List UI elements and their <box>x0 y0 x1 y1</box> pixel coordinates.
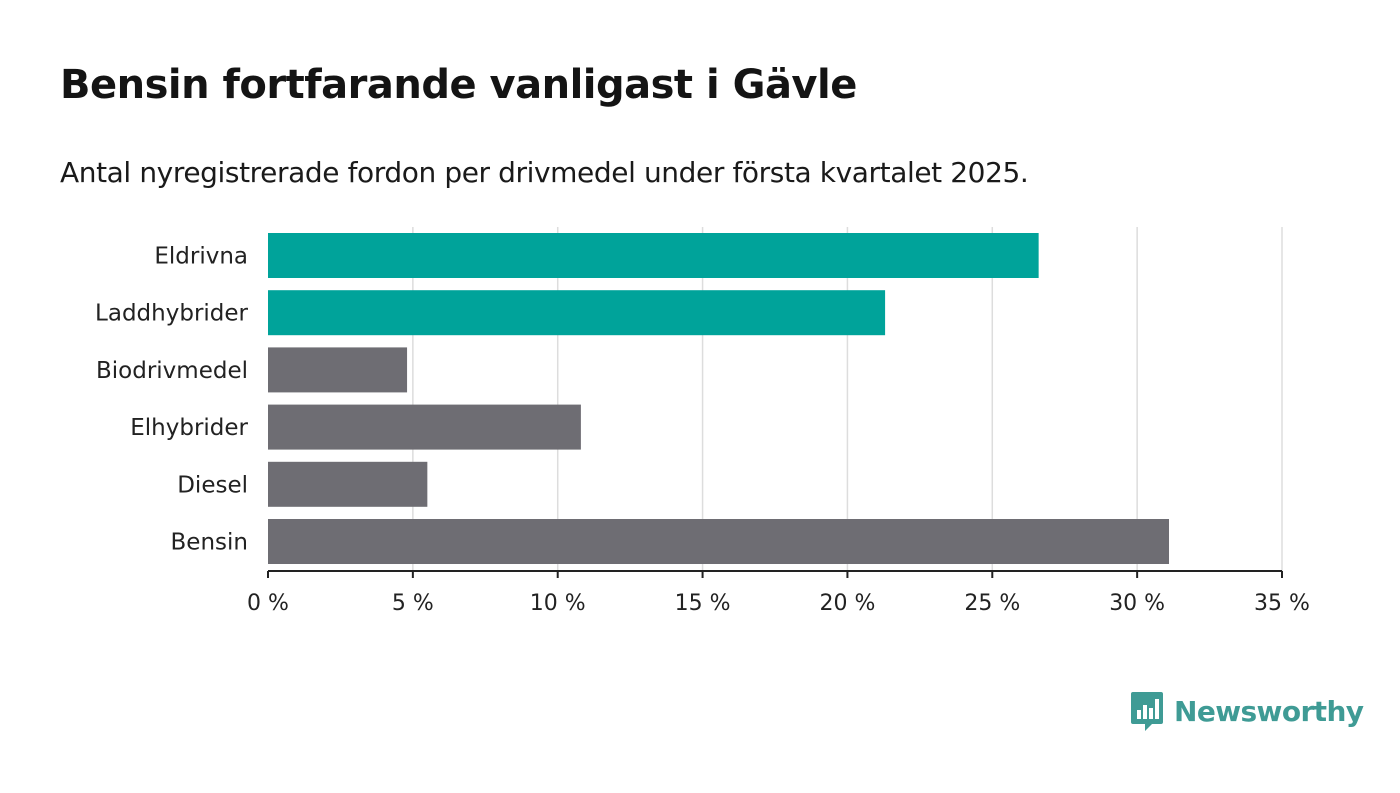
category-label: Elhybrider <box>130 415 248 441</box>
x-axis: 0 % 5 % 10 % 15 % 20 % 25 % 30 % 35 % <box>247 570 1310 616</box>
category-label: Eldrivna <box>154 244 248 270</box>
bar-biodrivmedel <box>268 347 408 393</box>
bars <box>268 233 1170 564</box>
x-tick-label: 25 % <box>964 591 1020 616</box>
bar-eldrivna <box>268 233 1039 278</box>
newsworthy-logo-icon <box>1131 692 1163 731</box>
category-label: Bensin <box>171 530 248 556</box>
x-tick-label: 35 % <box>1254 591 1310 616</box>
x-tick-label: 20 % <box>819 591 875 616</box>
category-labels: Eldrivna Laddhybrider Biodrivmedel Elhybrid… <box>95 244 248 556</box>
bar-laddhybrider <box>268 290 886 336</box>
category-label: Laddhybrider <box>95 301 248 327</box>
bar-elhybrider <box>268 404 581 450</box>
x-tick-label: 30 % <box>1109 591 1165 616</box>
gridlines <box>412 227 1283 571</box>
chart-title: Bensin fortfarande vanligast i Gävle <box>60 62 857 108</box>
bar-diesel <box>268 461 428 507</box>
x-tick-label: 0 % <box>247 591 289 616</box>
x-tick-label: 10 % <box>530 591 586 616</box>
brand-logo: Newsworthy <box>1130 690 1364 732</box>
x-tick-label: 5 % <box>392 591 434 616</box>
bar-bensin <box>268 519 1170 564</box>
category-label: Biodrivmedel <box>96 358 248 384</box>
chart-subtitle: Antal nyregistrerade fordon per drivmede… <box>60 156 1029 189</box>
x-tick-label: 15 % <box>675 591 731 616</box>
category-label: Diesel <box>177 472 248 498</box>
brand-name: Newsworthy <box>1174 694 1364 728</box>
